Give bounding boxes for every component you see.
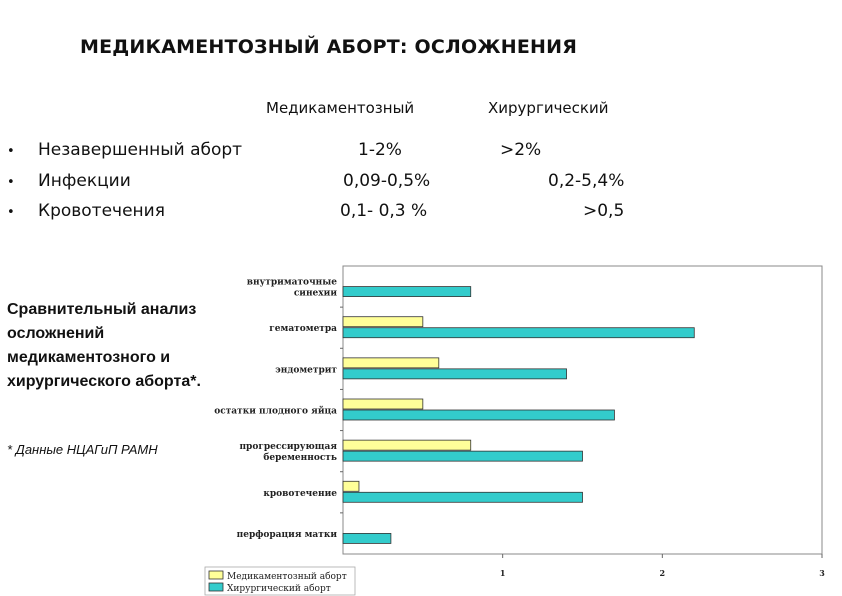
row-surgical-value: 0,2-5,4% (548, 171, 625, 191)
category-label: кровотечение (263, 489, 337, 499)
bar-surgical (342, 450, 583, 462)
category-label: внутриматочные (247, 278, 338, 288)
category-label: остатки плодного яйца (214, 406, 337, 417)
bar-surgical (342, 409, 615, 421)
bar-medical (342, 398, 424, 410)
bar-medical (342, 480, 360, 492)
bar-medical (342, 316, 424, 328)
chart-caption: Сравнительный анализ осложнений медикаме… (7, 298, 257, 394)
legend-label: Хирургический аборт (227, 583, 331, 594)
legend-swatch (208, 582, 224, 592)
category-label: гематометра (269, 324, 337, 334)
category-label: беременность (263, 452, 337, 463)
legend-box (204, 566, 356, 596)
page-title: МЕДИКАМЕНТОЗНЫЙ АБОРТ: ОСЛОЖНЕНИЯ (80, 36, 578, 58)
row-surgical-value: >2% (500, 140, 542, 160)
row-label: Инфекции (38, 171, 131, 191)
row-label: Незавершенный аборт (38, 140, 243, 160)
bar-surgical (342, 533, 392, 544)
legend-swatch (208, 570, 224, 580)
row-label: Кровотечения (38, 201, 165, 221)
legend-label: Медикаментозный аборт (227, 571, 347, 582)
category-label: перфорация матки (237, 530, 338, 540)
footnote: * Данные НЦАГиП РАМН (7, 442, 158, 457)
bar-surgical (342, 491, 583, 503)
category-label: эндометрит (275, 365, 337, 375)
x-tick-label: 3 (819, 568, 825, 578)
bar-surgical (342, 368, 567, 380)
column-header-medical: Медикаментозный (266, 99, 415, 117)
bullet-icon: • (7, 175, 15, 190)
bar-surgical (342, 286, 472, 297)
row-medical-value: 0,1- 0,3 % (340, 201, 428, 221)
x-tick-label: 2 (660, 568, 666, 578)
caption-line: Сравнительный анализ (7, 301, 197, 318)
caption-line: осложнений (7, 325, 105, 342)
bar-medical (342, 439, 472, 451)
row-medical-value: 0,09-0,5% (343, 171, 431, 191)
bullet-icon: • (7, 205, 15, 220)
category-label: синехии (294, 289, 338, 299)
category-label: прогрессирующая (239, 442, 337, 452)
bar-surgical (342, 327, 695, 339)
bullet-icon: • (7, 144, 15, 159)
bar-medical (342, 357, 440, 369)
row-medical-value: 1-2% (358, 140, 402, 160)
caption-line: хирургического аборта*. (7, 373, 201, 390)
column-header-surgical: Хирургический (488, 99, 609, 117)
caption-line: медикаментозного и (7, 349, 171, 366)
x-tick-label: 1 (500, 568, 506, 578)
row-surgical-value: >0,5 (583, 201, 625, 221)
